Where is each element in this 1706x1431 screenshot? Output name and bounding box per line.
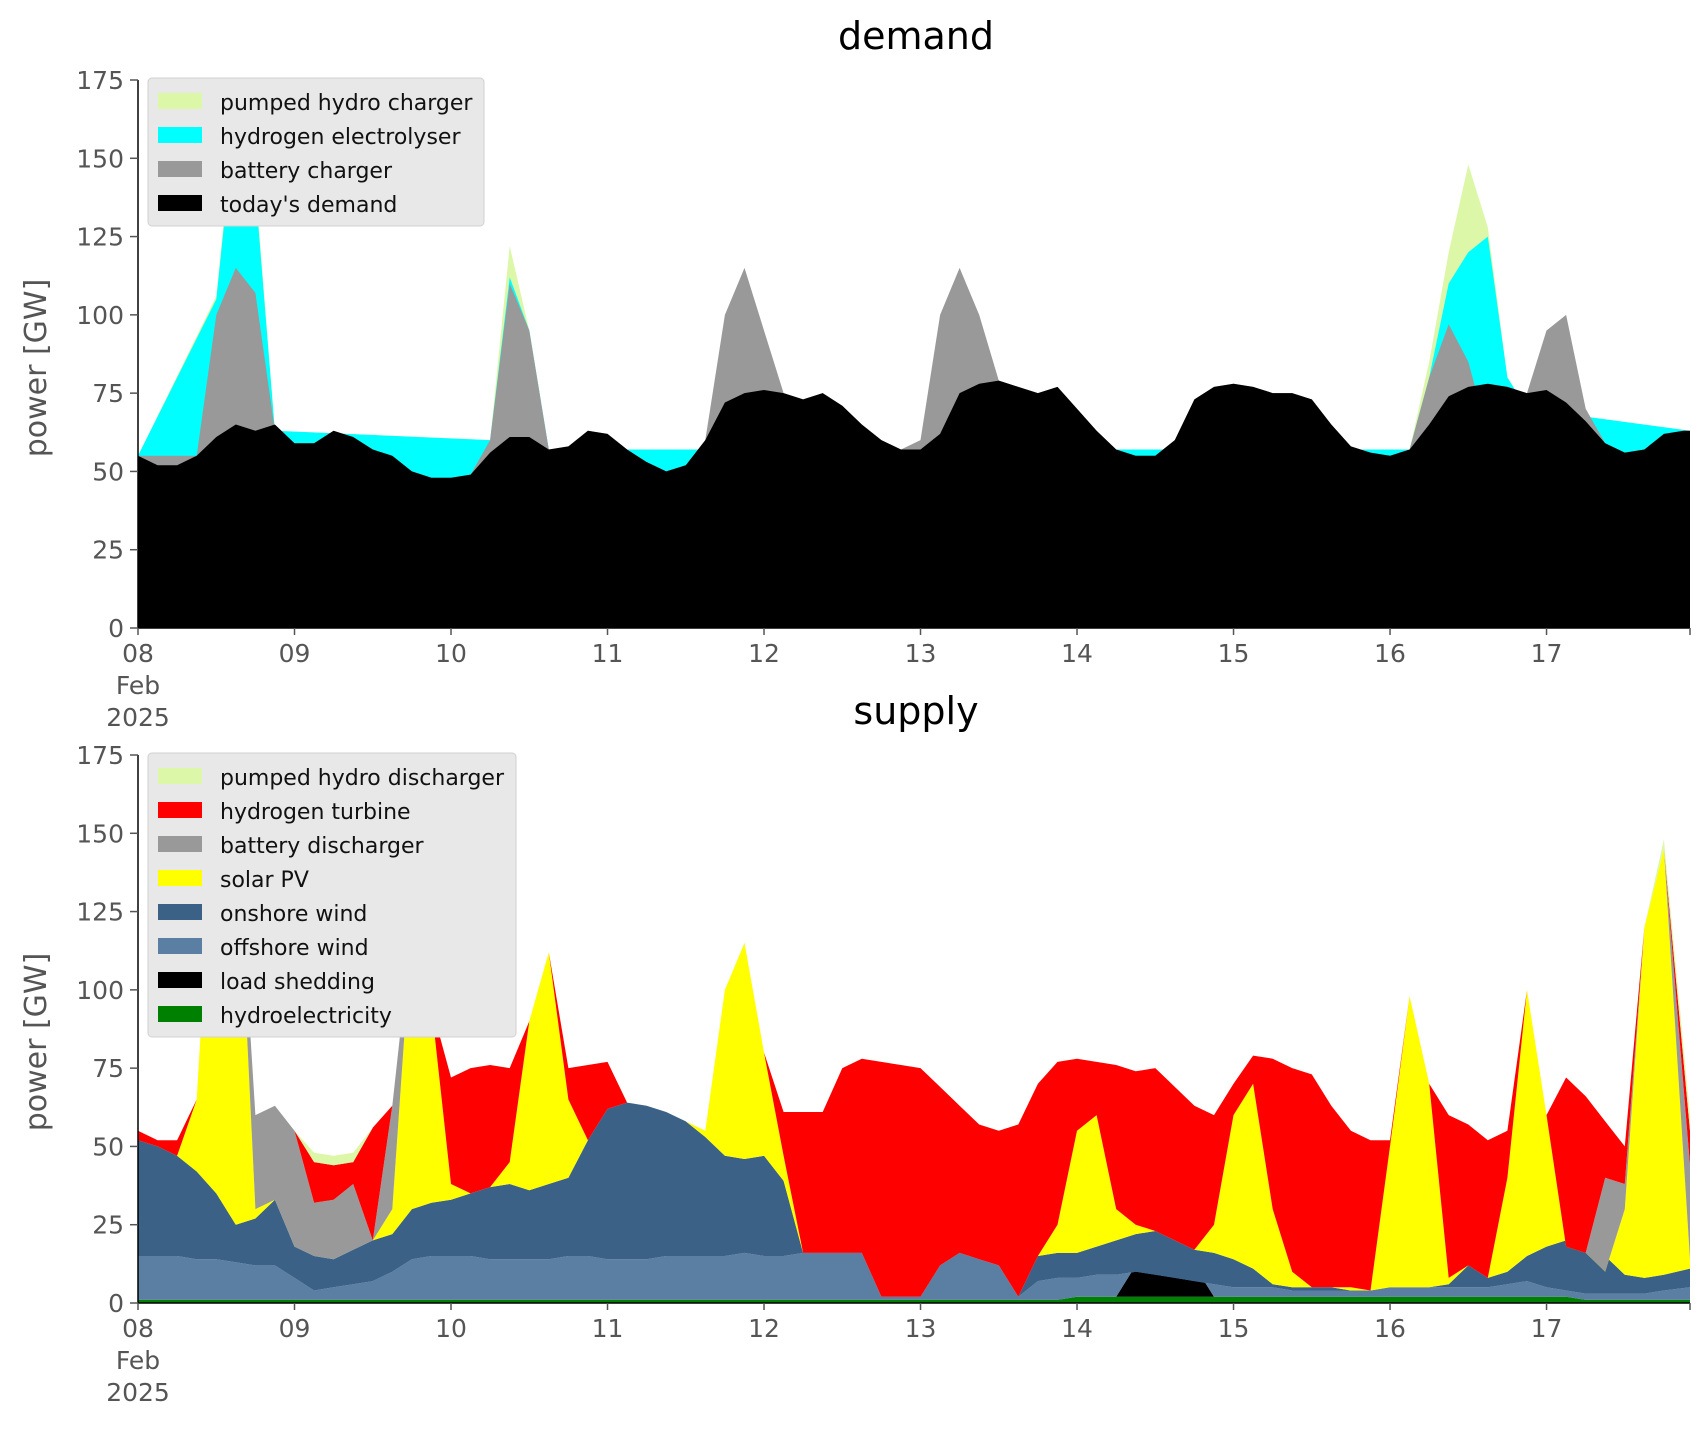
x-tick-label: 15 — [1218, 1314, 1250, 1343]
x-tick-label: 17 — [1531, 1314, 1563, 1343]
y-tick-label: 25 — [92, 536, 124, 565]
demand-x-axis: 08 Feb 2025 09 10 11 12 13 14 15 16 17 — [106, 627, 1691, 732]
legend-swatch — [158, 870, 202, 886]
legend-swatch — [158, 836, 202, 852]
supply-y-axis: 0 25 50 75 100 125 150 175 — [76, 741, 139, 1318]
x-tick-label: 12 — [748, 639, 780, 668]
x-tick-label: 09 — [279, 639, 311, 668]
legend-swatch — [158, 938, 202, 954]
y-tick-label: 0 — [108, 1289, 124, 1318]
area-hydrogen-turbine — [138, 770, 1690, 1297]
x-tick-label: 10 — [435, 1314, 467, 1343]
y-tick-label: 25 — [92, 1211, 124, 1240]
x-tick-label: 14 — [1061, 639, 1093, 668]
y-tick-label: 75 — [92, 379, 124, 408]
legend-swatch — [158, 972, 202, 988]
x-tick-label: Feb — [116, 671, 160, 700]
y-tick-label: 50 — [92, 1132, 124, 1161]
y-tick-label: 175 — [76, 66, 124, 95]
x-tick-label: 10 — [435, 639, 467, 668]
supply-x-axis: 08 Feb 2025 09 10 11 12 13 14 15 16 17 — [106, 1302, 1691, 1407]
supply-ylabel: power [GW] — [19, 953, 54, 1132]
supply-panel: supply power [GW] 0 25 50 75 100 125 150 175 08… — [19, 689, 1691, 1407]
demand-panel: demand power [GW] 0 25 50 75 100 125 150 175 08… — [19, 14, 1691, 732]
x-tick-label: 08 — [122, 639, 154, 668]
legend-label: solar PV — [220, 868, 309, 893]
legend-box — [147, 77, 485, 227]
x-tick-label: Feb — [116, 1346, 160, 1375]
y-tick-label: 150 — [76, 144, 124, 173]
legend-swatch — [158, 904, 202, 920]
legend-label: onshore wind — [220, 902, 367, 927]
legend-label: hydrogen turbine — [220, 800, 411, 825]
legend-swatch — [158, 1006, 202, 1022]
legend-label: offshore wind — [220, 936, 369, 961]
legend-label: battery discharger — [220, 834, 425, 859]
y-tick-label: 0 — [108, 614, 124, 643]
x-tick-label: 09 — [279, 1314, 311, 1343]
supply-title: supply — [853, 689, 978, 733]
legend-label: load shedding — [220, 970, 375, 995]
y-tick-label: 50 — [92, 457, 124, 486]
legend-label: hydroelectricity — [220, 1004, 392, 1029]
demand-ylabel: power [GW] — [19, 279, 54, 458]
x-tick-label: 11 — [592, 639, 624, 668]
legend-swatch — [158, 768, 202, 784]
area-offshore-wind — [138, 1252, 1690, 1300]
supply-legend: pumped hydro discharger hydrogen turbine b… — [147, 752, 517, 1038]
x-tick-label: 14 — [1061, 1314, 1093, 1343]
area-solar-pv — [138, 770, 1690, 1297]
legend-swatch — [158, 93, 202, 109]
area-onshore-wind — [138, 1102, 1690, 1297]
x-tick-label: 11 — [592, 1314, 624, 1343]
legend-swatch — [158, 802, 202, 818]
x-tick-label: 2025 — [106, 703, 170, 732]
x-tick-label: 16 — [1374, 1314, 1406, 1343]
x-tick-label: 16 — [1374, 639, 1406, 668]
x-tick-label: 17 — [1531, 639, 1563, 668]
y-tick-label: 125 — [76, 223, 124, 252]
y-tick-label: 125 — [76, 898, 124, 927]
x-tick-label: 13 — [905, 1314, 937, 1343]
x-tick-label: 12 — [748, 1314, 780, 1343]
area-today-s-demand — [138, 380, 1690, 628]
supply-area-layers — [138, 770, 1690, 1303]
y-tick-label: 100 — [76, 301, 124, 330]
legend-box — [147, 752, 517, 1038]
legend-swatch — [158, 195, 202, 211]
legend-label: pumped hydro charger — [220, 91, 473, 116]
legend-swatch — [158, 161, 202, 177]
legend-label: pumped hydro discharger — [220, 766, 505, 791]
y-tick-label: 100 — [76, 976, 124, 1005]
x-tick-label: 15 — [1218, 639, 1250, 668]
x-tick-label: 08 — [122, 1314, 154, 1343]
x-tick-label: 2025 — [106, 1378, 170, 1407]
demand-legend: pumped hydro charger hydrogen electrolyse… — [147, 77, 485, 227]
legend-swatch — [158, 127, 202, 143]
legend-label: battery charger — [220, 159, 393, 184]
demand-y-axis: 0 25 50 75 100 125 150 175 — [76, 66, 139, 643]
y-tick-label: 150 — [76, 819, 124, 848]
legend-label: today's demand — [220, 193, 397, 218]
legend-label: hydrogen electrolyser — [220, 125, 461, 150]
demand-title: demand — [838, 14, 994, 58]
area-hydroelectricity — [138, 1296, 1690, 1303]
y-tick-label: 75 — [92, 1054, 124, 1083]
x-tick-label: 13 — [905, 639, 937, 668]
demand-area-layers — [138, 101, 1690, 629]
y-tick-label: 175 — [76, 741, 124, 770]
